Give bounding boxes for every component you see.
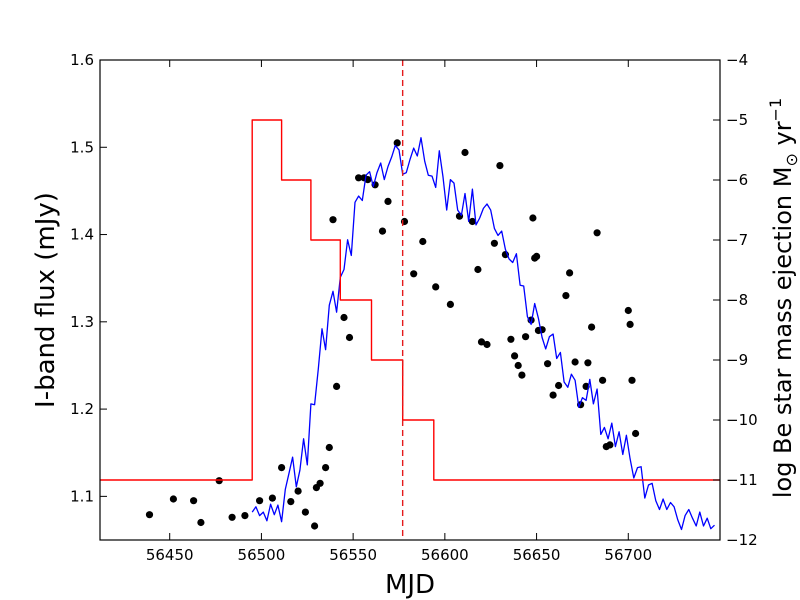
y-tick-label-left: 1.2 [70,400,94,418]
data-point [268,494,276,502]
data-point [477,338,486,346]
model-flux-line [251,137,715,531]
y-tick-label-right: −6 [726,171,748,189]
x-tick-label: 56700 [604,546,652,564]
data-point [518,371,526,379]
y-tick-label-right: −9 [726,351,748,369]
data-point [483,340,491,349]
x-tick-label: 56600 [421,546,469,564]
data-point [468,217,476,226]
data-point [533,252,541,260]
y-axis-label-right-main: log Be star mass ejection M [769,167,797,499]
data-point [555,381,563,390]
data-point [355,174,363,182]
data-point [393,139,401,147]
data-point [544,360,552,368]
data-point [496,162,504,170]
y-axis-label-right-unit: yr [769,121,797,153]
data-point [522,333,530,341]
plot-area [100,60,720,540]
data-point [624,306,632,315]
x-tick-label: 56500 [238,546,286,564]
data-point [241,511,249,520]
data-point [228,513,236,521]
data-point [529,214,537,222]
data-point [419,237,427,246]
data-point [628,376,636,384]
data-point [588,323,596,331]
data-point [514,361,522,370]
data-point [632,429,640,438]
data-point [571,358,579,366]
y-tick-label-right: −10 [726,411,758,429]
y-axis-label-right-sub: ⊙ [782,153,800,166]
x-tick-label: 56550 [329,546,377,564]
data-point [316,479,324,487]
x-tick-label: 56650 [513,546,561,564]
data-point [325,443,333,452]
data-point [278,464,286,472]
data-point [384,197,392,205]
y-axis-label-left: I-band flux (mJy) [31,192,61,408]
data-point [256,497,264,505]
data-point [340,313,348,322]
data-point [490,239,498,247]
data-point [584,359,592,367]
y-axis-label-right-sup: −1 [766,98,785,122]
data-point [190,497,198,505]
axes: 56450 56500 56550 56600 56650 56700 1.1 1.2 1.3 1… [70,51,758,564]
y-tick-label-left: 1.6 [70,51,94,69]
data-point [333,382,341,390]
data-point [549,391,557,399]
x-axis-label: MJD [385,570,435,600]
data-point [593,229,601,237]
data-point [562,292,570,300]
x-tick-label: 56450 [146,546,194,564]
data-point [301,508,309,516]
data-point [432,283,440,291]
data-point [566,269,574,277]
y-axis-label-right: log Be star mass ejection M⊙ yr−1 [766,98,800,498]
y-tick-label-right: −4 [726,51,748,69]
y-tick-label-right: −5 [726,111,748,129]
y-tick-label-left: 1.1 [70,487,94,505]
data-point [197,518,205,527]
plot-frame [99,59,721,541]
y-tick-label-right: −8 [726,291,748,309]
y-tick-label-right: −11 [726,471,758,489]
data-point [378,227,387,235]
y-tick-label-right: −12 [726,531,758,549]
y-tick-label-left: 1.5 [70,138,94,156]
data-point [311,522,319,530]
data-point [345,333,354,342]
y-tick-label-left: 1.4 [70,226,94,244]
data-point [329,216,337,224]
data-point [294,487,302,495]
data-point [599,376,607,384]
data-point [626,320,634,328]
data-point [606,441,614,449]
data-point [461,148,469,157]
data-point [510,352,519,360]
data-point [169,495,177,503]
data-point [287,498,295,506]
y-tick-label-left: 1.3 [70,313,94,331]
data-point [322,464,330,472]
data-point [410,270,418,278]
y-tick-label-right: −7 [726,231,748,249]
data-point [474,265,482,274]
data-point [507,335,515,343]
mass-ejection-step-line [100,119,720,481]
data-point [145,511,154,519]
data-point [446,300,454,308]
